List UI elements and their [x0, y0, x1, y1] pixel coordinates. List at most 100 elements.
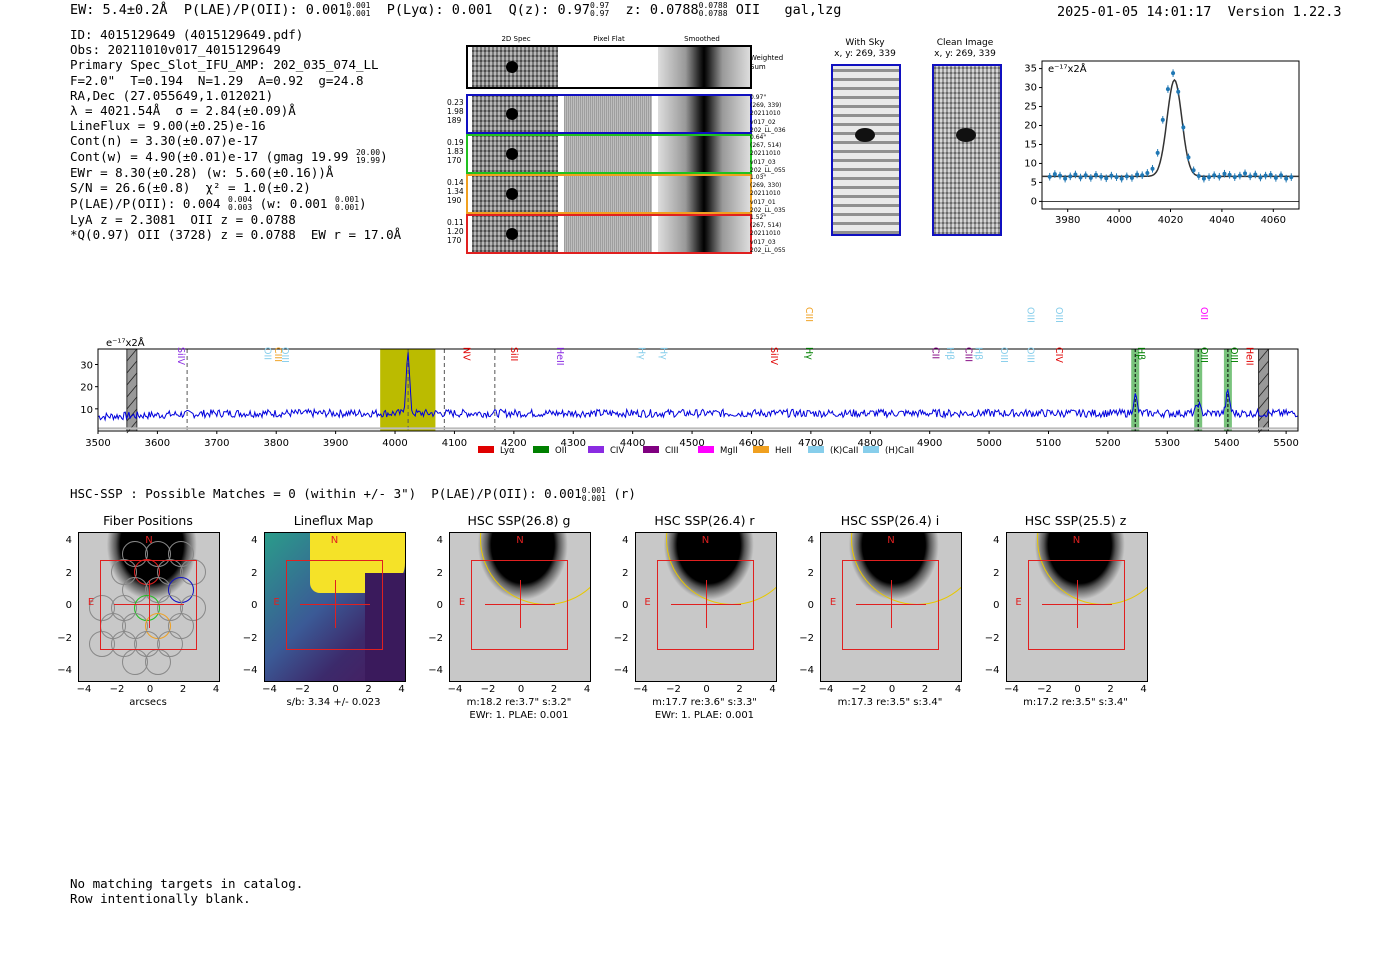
hsc-ytick-label: −4	[57, 665, 72, 676]
clean-source	[956, 128, 976, 142]
cutout-weight-w: 0.23	[447, 98, 464, 107]
hsc-ytick-label: 4	[65, 535, 72, 546]
hsc-caption-1-3: m:17.7 re:3.6" s:3.3"	[652, 697, 757, 708]
spec-ytick-label: 30	[80, 361, 93, 372]
spec-line-label: CIII	[962, 347, 973, 362]
hsc-cross-h	[856, 604, 926, 606]
cutout-weight-n: 189	[447, 116, 462, 125]
cutout-pixelflat-0	[564, 96, 652, 132]
fit-xtick-label: 4000	[1106, 215, 1131, 226]
hsc-ytick-label: −2	[799, 632, 814, 644]
cutout-detail-d5: 202_LL_035	[750, 206, 786, 214]
spec-line-label: OIII	[1198, 347, 1209, 363]
hsc-north-label: N	[516, 535, 524, 546]
fit-ytick-label: 10	[1024, 158, 1037, 169]
source-blob	[506, 61, 518, 73]
plya-value: P(Lyα): 0.001	[386, 2, 493, 18]
fiber-circle	[145, 649, 171, 675]
spec-xtick-label: 5400	[1214, 438, 1239, 449]
info-gmag-hi: 20.00	[355, 148, 381, 158]
spec-line-label: OII	[261, 347, 272, 360]
cutout-weights-1: 0.19 1.83 170	[447, 138, 465, 165]
fit-frame	[1041, 60, 1300, 210]
spec-xtick-label: 3500	[85, 438, 110, 449]
spec-xtick-label: 4900	[917, 438, 942, 449]
spec-ytick-label: 10	[80, 405, 93, 416]
weighted-sum-label: Weighted Sum	[750, 54, 784, 71]
fit-point	[1150, 166, 1155, 171]
hsc-ytick-label: 2	[993, 567, 1000, 579]
clean-image	[932, 64, 1002, 236]
fit-point	[1119, 176, 1124, 181]
info-plae: P(LAE)/P(OII): 0.004 0.004 0.003 (w: 0.00…	[70, 196, 401, 213]
spec-hatch	[1258, 348, 1269, 362]
fit-point	[1243, 171, 1248, 176]
cutout-source-2	[506, 188, 518, 200]
plae-hi: 0.001	[346, 1, 371, 10]
cutout-weights-0: 0.23 1.98 189	[447, 98, 465, 125]
line-fit-plot: 0 5 10 15 20 25 30 35 3980 4000 4020 4040 4060 e⁻¹⁷x2…	[1024, 60, 1300, 226]
hsc-east-label: E	[1015, 597, 1022, 609]
hsc-ytick-label: −4	[613, 665, 629, 676]
hsc-ytick-label: −4	[242, 665, 258, 676]
hsc-xtick-label: −2	[295, 684, 310, 695]
cutout-detail-d4: v017_01	[750, 198, 776, 206]
spec-legend-swatch	[588, 446, 604, 453]
hsc-box	[842, 559, 940, 651]
classification: gal,lzg	[784, 2, 842, 18]
fit-point	[1047, 174, 1052, 179]
info-plae-hi2: 0.001	[334, 195, 360, 205]
spec-line-label: OIII	[1025, 347, 1036, 363]
cutout-row-1	[466, 134, 752, 174]
hsc-xtick-label: 0	[888, 684, 896, 695]
spec-xtick-label: 5500	[1273, 438, 1298, 449]
fit-ytick-label: 15	[1024, 139, 1037, 150]
hsc-cross-h	[114, 604, 184, 606]
hsc-xtick-label: −2	[666, 684, 681, 695]
spec-xtick-label: 4100	[442, 438, 467, 449]
fit-xtick-label: 4040	[1209, 215, 1234, 226]
cutout-weight-n: 170	[447, 236, 462, 245]
info-primary: Primary Spec_Slot_IFU_AMP: 202_035_074_L…	[70, 57, 379, 73]
fit-point	[1083, 173, 1088, 178]
hsc-north-label: N	[330, 535, 339, 546]
spec-hatch	[126, 408, 138, 422]
spec-xtick-label: 5200	[1095, 438, 1120, 449]
spec-line-label: NV	[460, 347, 471, 361]
spec-xtick-label: 5100	[1036, 438, 1061, 449]
hsc-xtick-label: 4	[398, 684, 405, 695]
fit-point	[1217, 174, 1222, 179]
spec-line-label: OIII	[1025, 307, 1036, 323]
fit-point	[1165, 87, 1170, 92]
fit-point	[1289, 175, 1294, 180]
cutout-2dspec-0	[472, 96, 558, 132]
hsc-north-label: N	[701, 535, 710, 546]
fit-ylabel: e⁻¹⁷x2Å	[1048, 62, 1087, 75]
fit-point	[1284, 176, 1289, 181]
hsc-ytick-label: −4	[799, 665, 814, 676]
hsc-xtick-label: 2	[179, 684, 187, 695]
fit-xtick-label: 4020	[1158, 215, 1183, 226]
hsc-box	[285, 559, 383, 651]
fit-model-curve	[1042, 78, 1299, 178]
hsc-east-label: E	[273, 597, 280, 609]
spec-xtick-label: 4500	[679, 438, 704, 449]
hsc-ytick-label: 0	[622, 600, 629, 611]
spec-legend-swatch	[478, 446, 494, 453]
spec-hatch	[1258, 384, 1269, 398]
cutout-detail-d4: v017_03	[750, 238, 776, 246]
hsc-title-2: HSC SSP(26.8) g	[467, 513, 571, 528]
datetime: 2025-01-05 14:01:17	[1057, 4, 1212, 20]
hsc-ytick-label: 2	[622, 567, 629, 579]
spec-line-label: OII	[1198, 307, 1209, 320]
fit-point	[1124, 174, 1129, 179]
cutout-weights-2: 0.14 1.34 190	[447, 178, 465, 205]
info-fiber: F=2.0" T=0.194 N=1.29 A=0.92 g=24.8	[70, 72, 364, 88]
footer-block: No matching targets in catalog. Row inten…	[70, 876, 303, 906]
spec-line-label: OIII	[998, 347, 1009, 363]
fit-point	[1140, 173, 1145, 178]
spec-legend-swatch	[533, 446, 549, 453]
plae-value: P(LAE)/P(OII): 0.001	[183, 2, 347, 18]
